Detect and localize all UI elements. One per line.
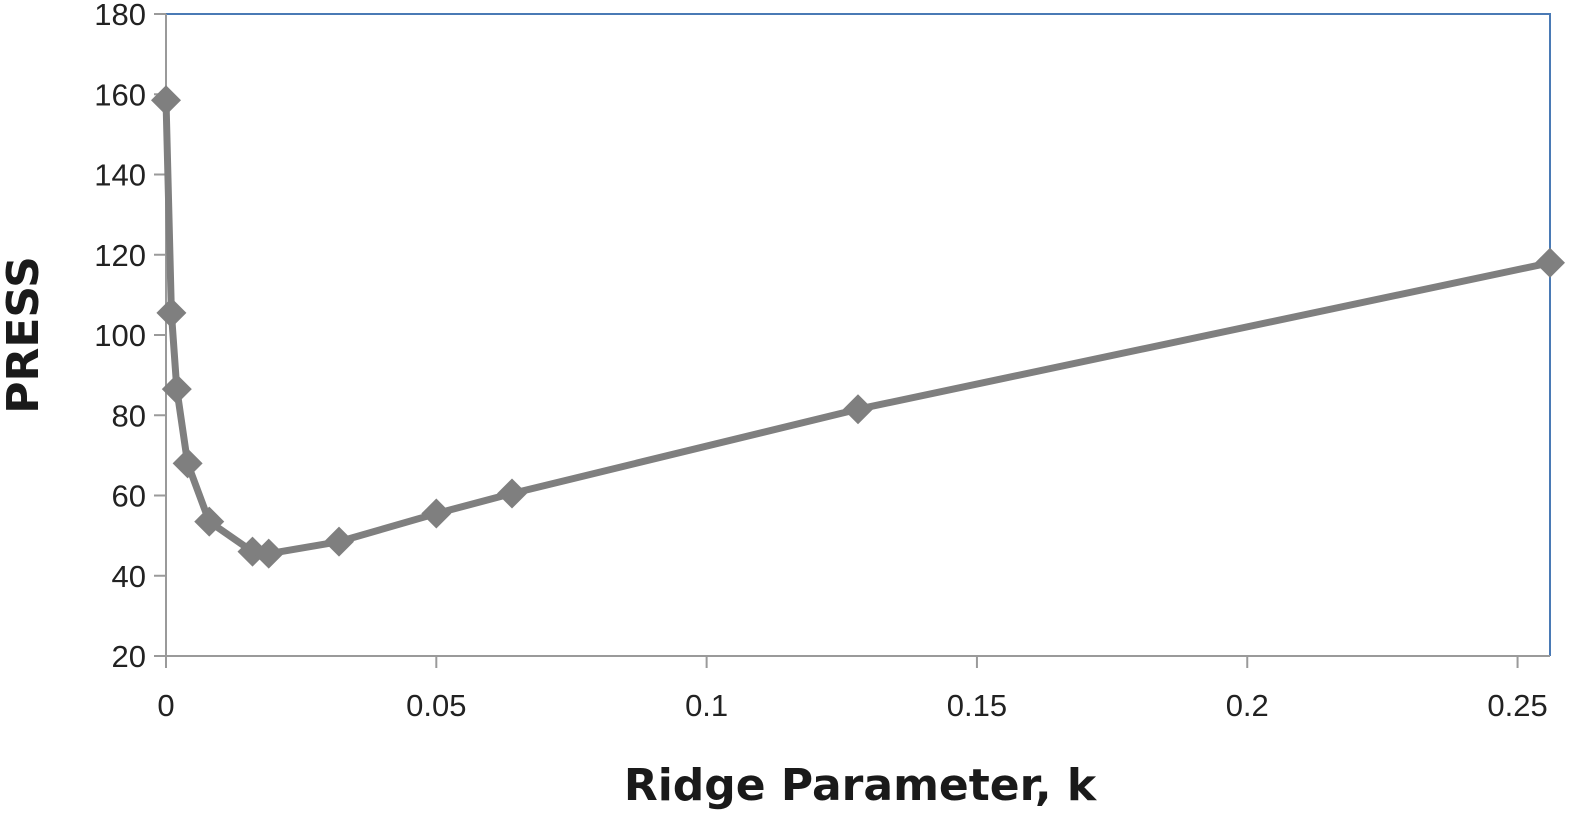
x-tick-label: 0.05 (406, 688, 466, 723)
data-point-marker (253, 538, 284, 569)
x-tick-label: 0.2 (1226, 688, 1269, 723)
y-tick-label: 120 (94, 238, 146, 273)
y-tick-label: 180 (94, 0, 146, 32)
plot-border (166, 13, 1551, 656)
x-tick-label: 0 (157, 688, 174, 723)
data-point-marker (172, 448, 203, 479)
y-tick-label: 40 (112, 559, 146, 594)
y-tick-label: 60 (112, 479, 146, 514)
data-point-marker (1535, 247, 1565, 278)
y-tick-label: 100 (94, 318, 146, 353)
x-tick-label: 0.1 (685, 688, 728, 723)
y-tick-label: 140 (94, 158, 146, 193)
data-point-marker (324, 526, 354, 557)
x-axis-title: Ridge Parameter, k (624, 760, 1098, 811)
data-point-marker (151, 85, 181, 116)
x-tick-label: 0.15 (947, 688, 1007, 723)
series-layer (151, 85, 1565, 569)
y-tick-label: 80 (112, 398, 146, 433)
series-line (162, 96, 1554, 558)
y-tick-label: 20 (112, 639, 146, 674)
data-point-marker (156, 297, 187, 328)
y-axis-title: PRESS (0, 256, 49, 414)
data-point-marker (161, 374, 192, 405)
data-point-marker (497, 478, 527, 509)
data-point-marker (194, 506, 225, 537)
y-tick-label: 160 (94, 77, 146, 112)
data-point-marker (843, 394, 873, 425)
x-tick-label: 0.25 (1487, 688, 1547, 723)
axes: 20 40 60 80 100 120 140 160 180 0 0.05 0.1 0.15 0.2 0.… (94, 0, 1551, 723)
data-point-marker (421, 498, 452, 529)
